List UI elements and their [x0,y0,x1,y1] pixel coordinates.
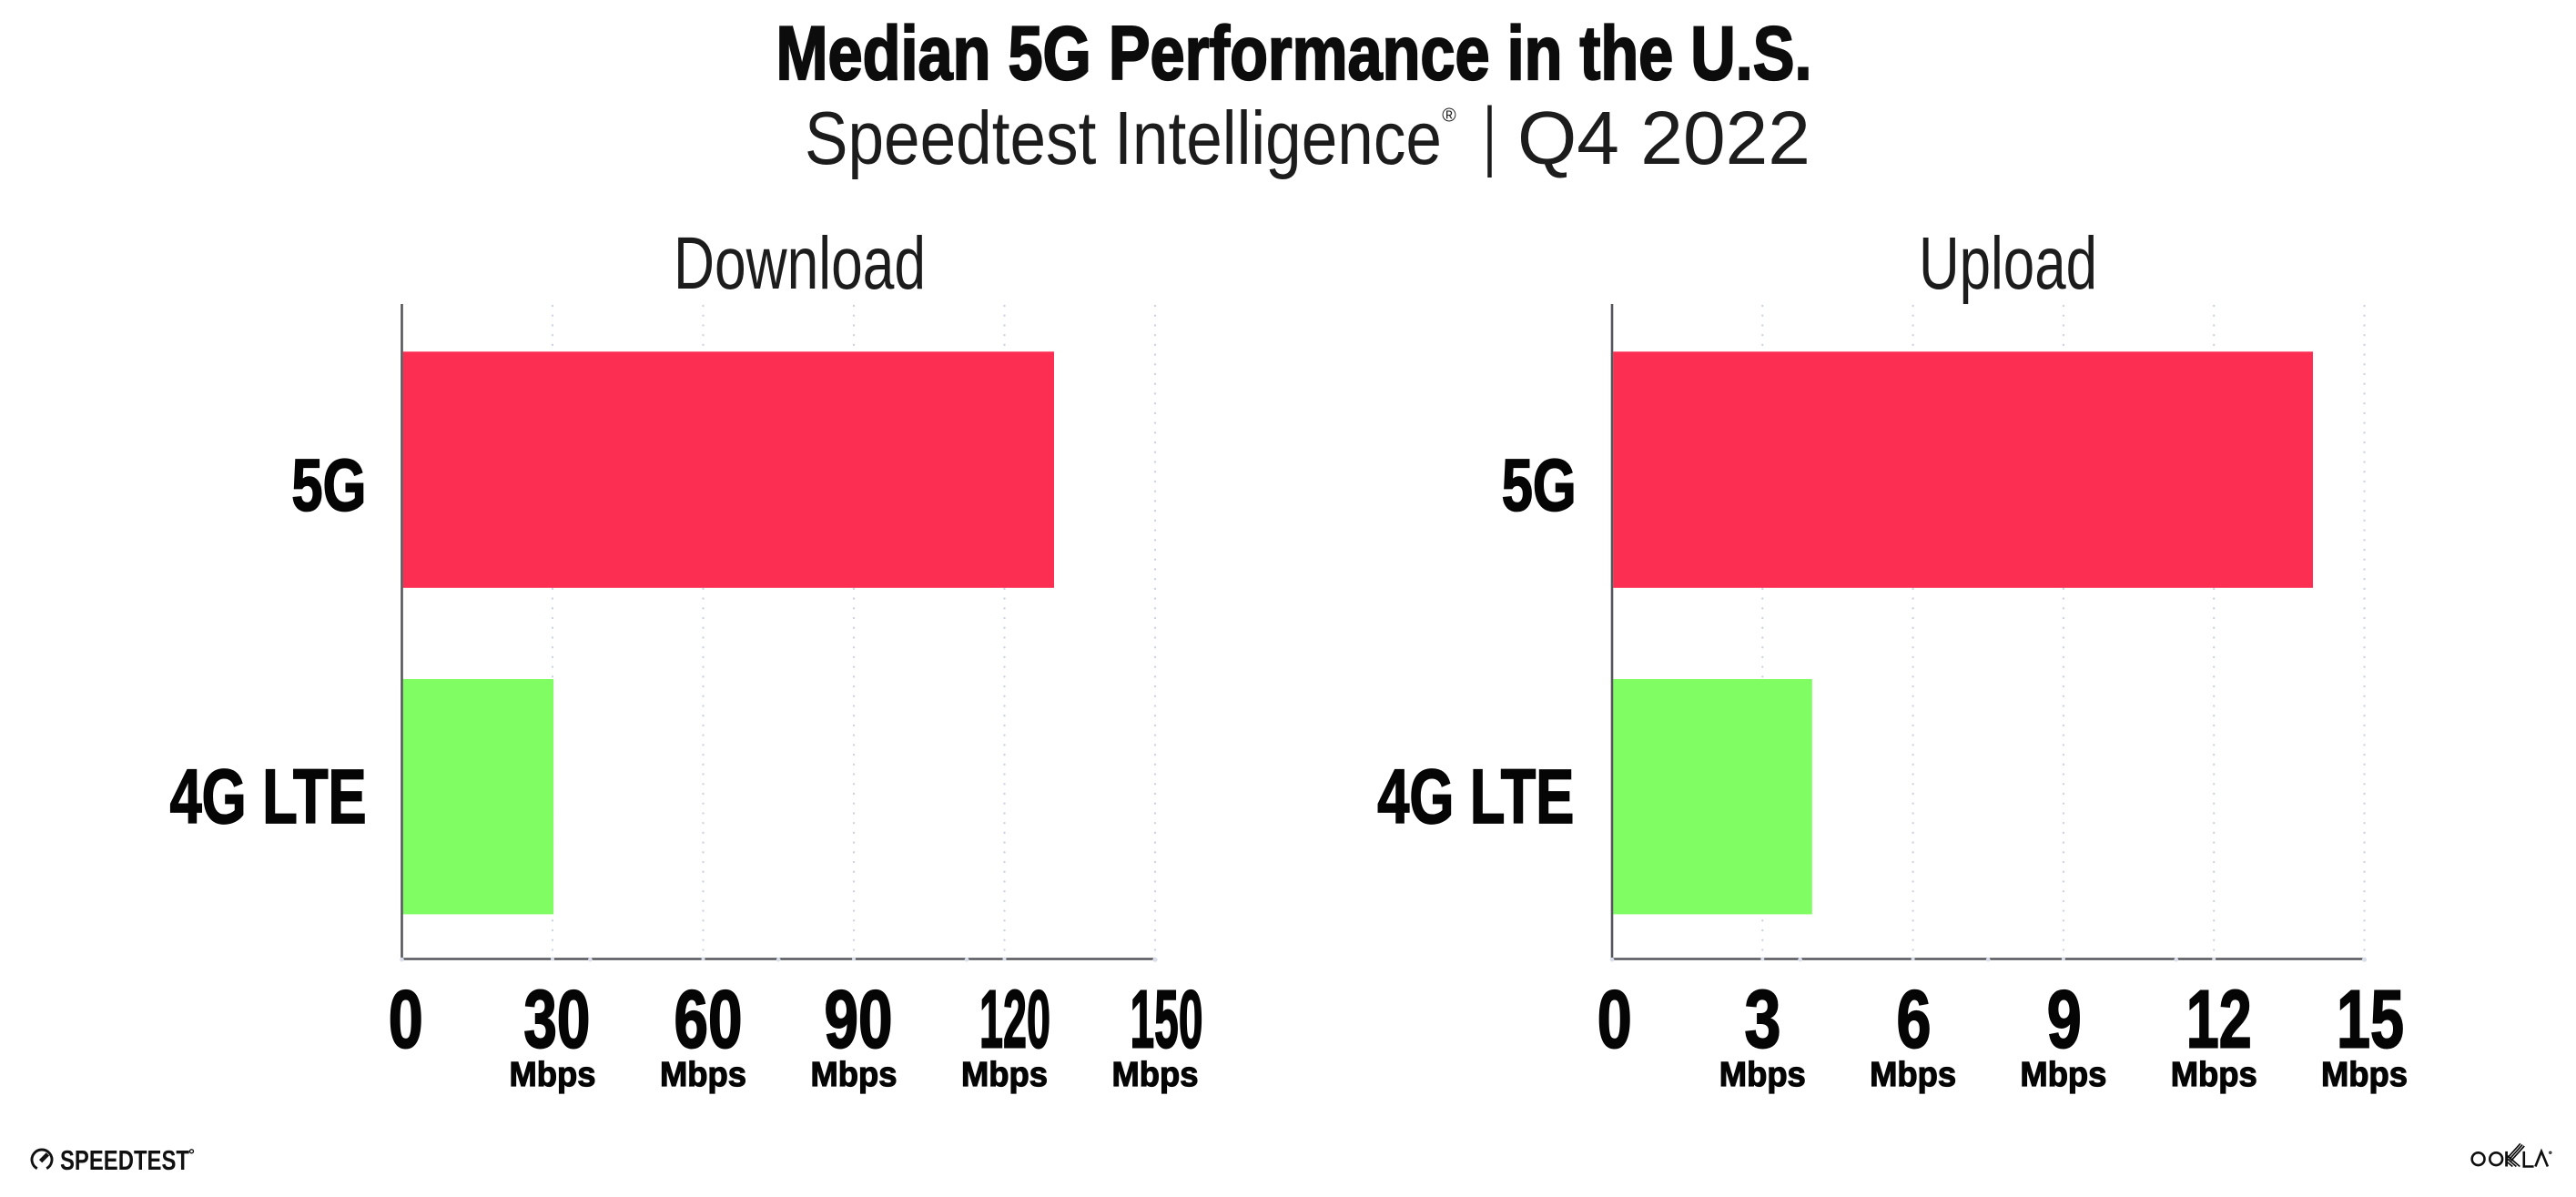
svg-text:Median 5G Performance in the U: Median 5G Performance in the U.S. [776,10,1812,96]
svg-text:Mbps: Mbps [1112,1056,1199,1094]
svg-text:®: ® [1442,106,1456,127]
svg-text:15: 15 [2337,975,2404,1066]
svg-text:SPEEDTEST: SPEEDTEST [60,1145,189,1176]
svg-text:4G LTE: 4G LTE [170,754,367,839]
svg-text:Mbps: Mbps [2171,1056,2257,1094]
svg-text:12: 12 [2186,975,2252,1066]
svg-text:Mbps: Mbps [811,1056,898,1094]
svg-text:0: 0 [1597,975,1632,1066]
svg-text:Mbps: Mbps [510,1056,596,1094]
svg-text:Upload: Upload [1919,222,2097,305]
svg-text:Q4 2022: Q4 2022 [1517,96,1810,180]
svg-text:Mbps: Mbps [961,1056,1048,1094]
svg-text:Download: Download [674,222,926,305]
svg-text:150: 150 [1131,975,1203,1066]
svg-text:Mbps: Mbps [2321,1056,2408,1094]
svg-text:120: 120 [979,975,1050,1066]
svg-text:5G: 5G [291,445,366,527]
svg-text:0: 0 [389,975,423,1066]
svg-text:60: 60 [674,975,743,1066]
svg-text:30: 30 [523,975,590,1066]
svg-text:Mbps: Mbps [660,1056,746,1094]
svg-text:Mbps: Mbps [2020,1056,2106,1094]
svg-text:5G: 5G [1502,445,1577,527]
svg-text:4G LTE: 4G LTE [1377,754,1574,839]
svg-text:90: 90 [825,975,893,1066]
svg-text:9: 9 [2047,975,2082,1066]
svg-text:Mbps: Mbps [1870,1056,1956,1094]
svg-text:3: 3 [1745,975,1781,1066]
svg-text:Speedtest Intelligence: Speedtest Intelligence [805,96,1442,180]
svg-text:Mbps: Mbps [1719,1056,1806,1094]
svg-text:6: 6 [1897,975,1932,1066]
